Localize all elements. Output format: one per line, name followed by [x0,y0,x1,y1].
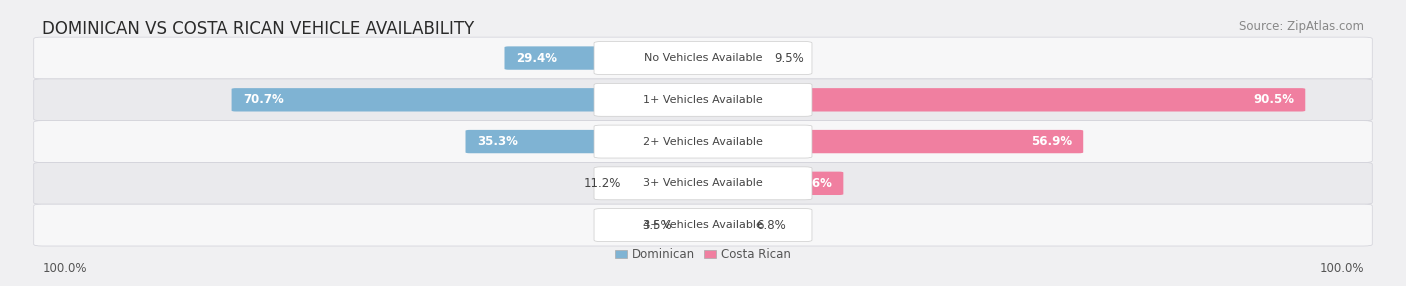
Text: 35.3%: 35.3% [477,135,517,148]
FancyBboxPatch shape [676,213,707,237]
Text: DOMINICAN VS COSTA RICAN VEHICLE AVAILABILITY: DOMINICAN VS COSTA RICAN VEHICLE AVAILAB… [42,20,474,38]
Text: 70.7%: 70.7% [243,93,284,106]
FancyBboxPatch shape [593,167,813,200]
FancyBboxPatch shape [593,125,813,158]
FancyBboxPatch shape [34,37,1372,79]
FancyBboxPatch shape [34,162,1372,204]
Text: No Vehicles Available: No Vehicles Available [644,53,762,63]
FancyBboxPatch shape [699,172,844,195]
FancyBboxPatch shape [232,88,707,112]
Text: 9.5%: 9.5% [775,51,804,65]
FancyBboxPatch shape [593,41,813,75]
FancyBboxPatch shape [624,172,707,195]
Text: 11.2%: 11.2% [583,177,620,190]
FancyBboxPatch shape [505,46,707,70]
FancyBboxPatch shape [34,79,1372,121]
Text: 90.5%: 90.5% [1253,93,1294,106]
Text: 3+ Vehicles Available: 3+ Vehicles Available [643,178,763,188]
Text: 6.8%: 6.8% [756,219,786,232]
Text: 29.4%: 29.4% [516,51,557,65]
Text: 56.9%: 56.9% [1031,135,1071,148]
Text: 2+ Vehicles Available: 2+ Vehicles Available [643,137,763,146]
Text: 100.0%: 100.0% [1319,262,1364,275]
FancyBboxPatch shape [593,83,813,116]
Text: 4+ Vehicles Available: 4+ Vehicles Available [643,220,763,230]
Text: 3.5%: 3.5% [641,219,672,232]
FancyBboxPatch shape [34,204,1372,246]
Text: Source: ZipAtlas.com: Source: ZipAtlas.com [1239,20,1364,33]
Text: 20.6%: 20.6% [792,177,832,190]
FancyBboxPatch shape [34,121,1372,162]
FancyBboxPatch shape [699,213,752,237]
Legend: Dominican, Costa Rican: Dominican, Costa Rican [610,243,796,266]
FancyBboxPatch shape [465,130,707,153]
Text: 100.0%: 100.0% [42,262,87,275]
FancyBboxPatch shape [593,208,813,242]
FancyBboxPatch shape [699,46,770,70]
Text: 1+ Vehicles Available: 1+ Vehicles Available [643,95,763,105]
FancyBboxPatch shape [699,130,1083,153]
FancyBboxPatch shape [699,88,1305,112]
